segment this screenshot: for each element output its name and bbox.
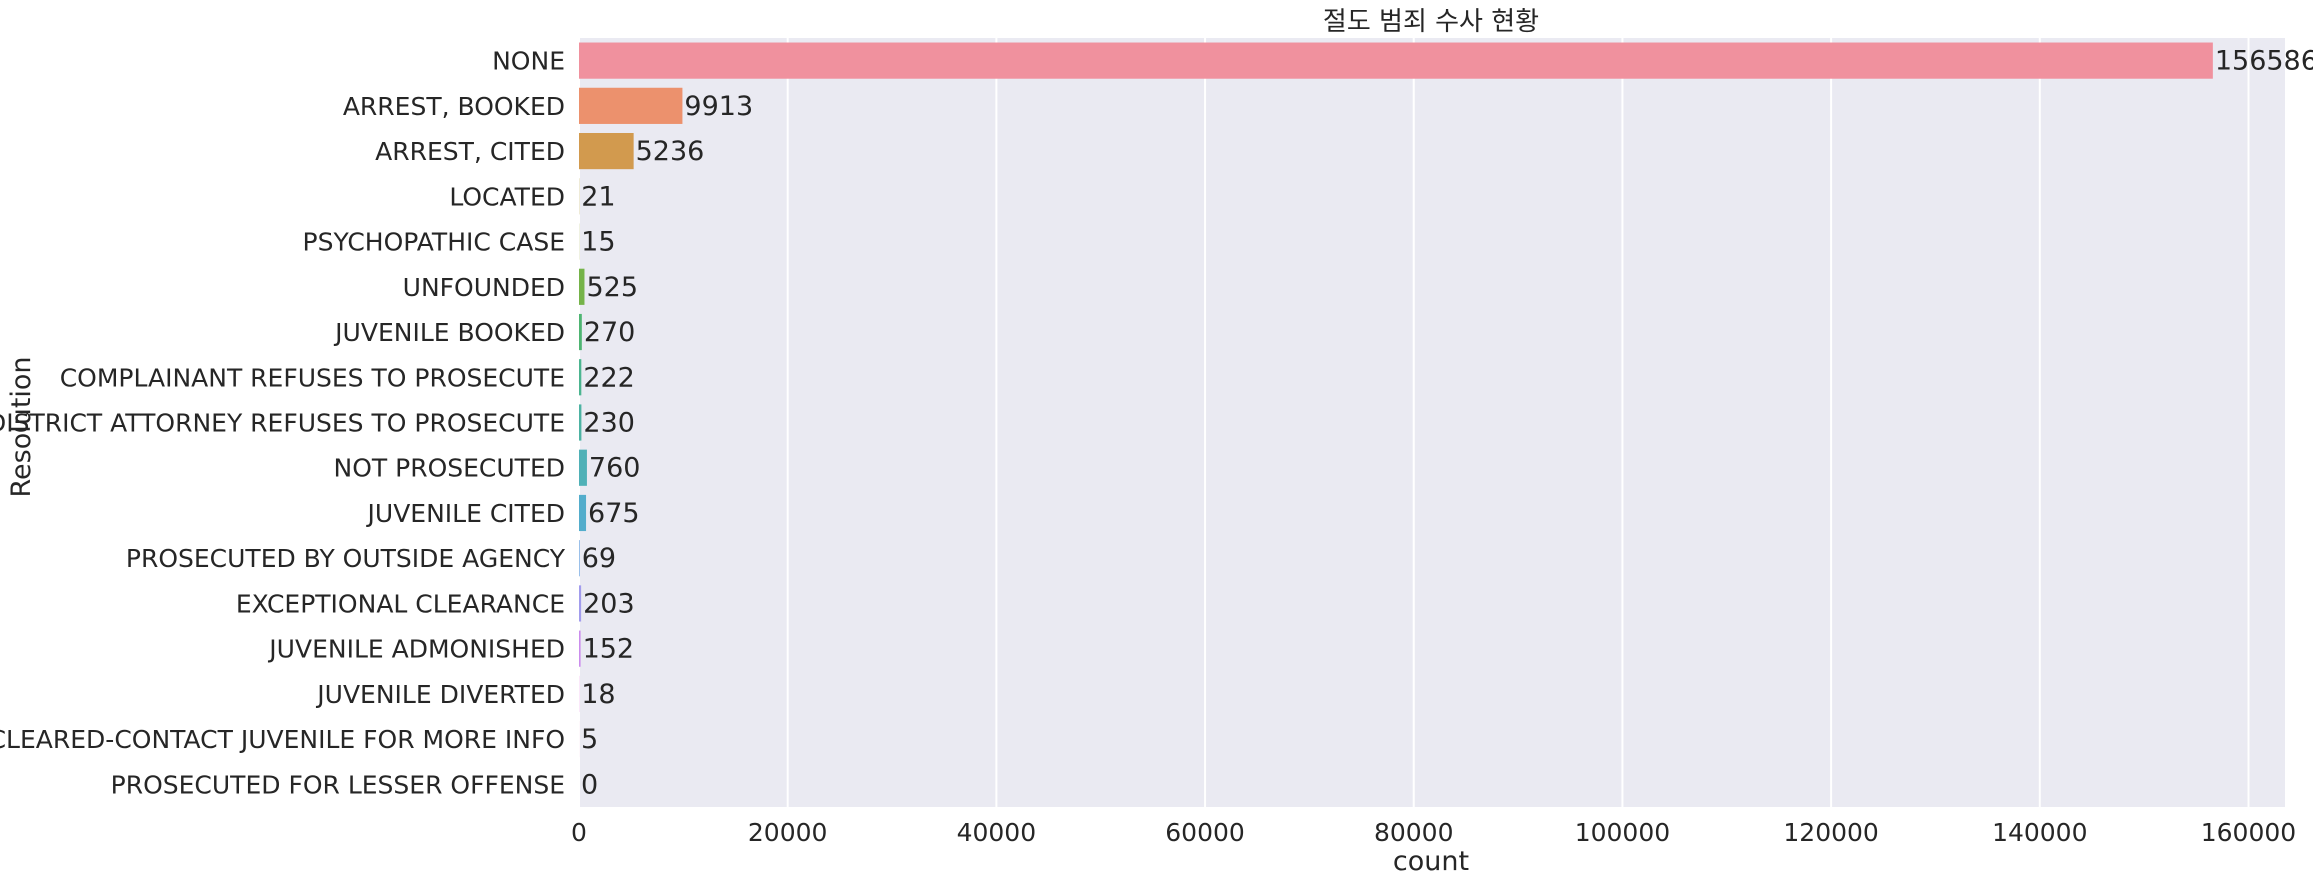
bar: [579, 87, 683, 124]
category-label: NOT PROSECUTED: [334, 454, 565, 483]
value-label: 5236: [636, 136, 705, 167]
category-label: PSYCHOPATHIC CASE: [303, 228, 566, 257]
category-label: ARREST, CITED: [375, 137, 565, 166]
value-label: 760: [589, 453, 641, 484]
x-tick-label: 20000: [748, 818, 828, 847]
bar: [579, 449, 587, 486]
y-axis-title: Resolution: [6, 356, 37, 497]
category-label: JUVENILE ADMONISHED: [267, 635, 565, 664]
category-label: DISTRICT ATTORNEY REFUSES TO PROSECUTE: [0, 409, 565, 438]
value-label: 21: [581, 181, 615, 212]
category-label: JUVENILE DIVERTED: [315, 680, 565, 709]
plot-area: [579, 38, 2285, 807]
category-labels: NONE ARREST, BOOKED ARREST, CITED LOCATED PS…: [0, 47, 566, 800]
category-label: EXCEPTIONAL CLEARANCE: [236, 589, 565, 618]
category-label: PROSECUTED FOR LESSER OFFENSE: [111, 770, 565, 799]
bar: [579, 630, 581, 667]
value-label: 525: [586, 272, 638, 303]
bar: [579, 494, 587, 532]
value-label: 222: [583, 362, 635, 393]
value-label: 203: [583, 588, 635, 619]
value-label: 156586: [2215, 46, 2313, 77]
bars: [579, 42, 2213, 758]
category-label: LOCATED: [449, 182, 565, 211]
bar: [579, 585, 582, 622]
x-axis-title: count: [1393, 846, 1469, 877]
gridlines: [578, 38, 2250, 807]
value-label: 0: [581, 769, 598, 800]
x-tick-label: 140000: [1992, 818, 2087, 847]
category-label: UNFOUNDED: [403, 273, 565, 302]
value-label: 69: [582, 543, 616, 574]
category-label: JUVENILE CITED: [366, 499, 565, 528]
bar: [579, 132, 634, 170]
x-tick-label: 160000: [2201, 818, 2296, 847]
x-tick-label: 0: [571, 818, 587, 847]
bar: [579, 268, 585, 305]
bar: [579, 313, 582, 351]
category-label: COMPLAINANT REFUSES TO PROSECUTE: [60, 363, 565, 392]
value-label: 15: [581, 227, 615, 258]
value-label: 18: [581, 679, 615, 710]
value-label: 675: [588, 498, 640, 529]
value-labels: 156586 9913 5236 21 15 525 270 222 230 760 675 69 20…: [581, 46, 2313, 801]
category-label: JUVENILE BOOKED: [333, 318, 565, 347]
value-label: 270: [584, 317, 636, 348]
x-tick-label: 60000: [1165, 818, 1245, 847]
value-label: 152: [583, 634, 635, 665]
category-label: ARREST, BOOKED: [343, 92, 565, 121]
bar: [579, 404, 582, 441]
value-label: 5: [581, 724, 598, 755]
category-label: PROSECUTED BY OUTSIDE AGENCY: [126, 544, 566, 573]
x-tick-label: 40000: [957, 818, 1037, 847]
x-tick-label: 80000: [1374, 818, 1454, 847]
value-label: 230: [583, 408, 635, 439]
chart-title: 절도 범죄 수사 현황: [1323, 7, 1539, 37]
x-tick-label: 120000: [1783, 818, 1878, 847]
x-tick-label: 100000: [1575, 818, 1670, 847]
bar: [579, 42, 2213, 79]
value-label: 9913: [684, 91, 753, 122]
bar: [579, 540, 580, 577]
category-label: CLEARED-CONTACT JUVENILE FOR MORE INFO: [0, 725, 565, 754]
category-label: NONE: [492, 47, 565, 76]
bar: [579, 359, 582, 396]
x-tick-labels: 0 20000 40000 60000 80000 100000 120000 140000 1…: [571, 818, 2296, 847]
